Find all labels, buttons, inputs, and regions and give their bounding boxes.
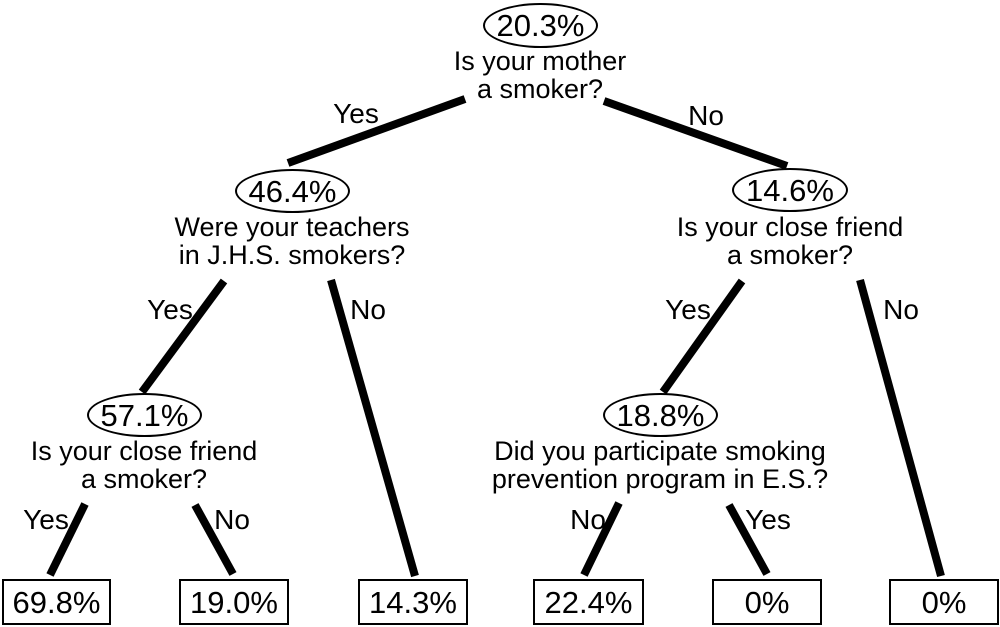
leaf-box-3: 14.3% xyxy=(358,579,468,625)
edge-friend-right-yes xyxy=(659,278,746,395)
node-friend-left-value: 57.1% xyxy=(87,393,202,437)
node-root-value: 20.3% xyxy=(483,3,598,48)
question-line: Is your close friend xyxy=(676,212,904,242)
question-line: Is your mother xyxy=(453,46,627,76)
edge-friend-right-no xyxy=(856,278,945,578)
edge-label-teachers-no: No xyxy=(350,294,386,325)
edge-prevention-no xyxy=(580,501,623,577)
edge-label-prevention-yes: Yes xyxy=(745,504,791,535)
leaf-box-1: 69.8% xyxy=(2,579,111,625)
node-friend-left-question: Is your close friend a smoker? xyxy=(31,437,258,493)
edge-label-friend-left-no: No xyxy=(214,504,250,535)
node-root-question: Is your mother a smoker? xyxy=(454,47,627,103)
edge-label-teachers-yes: Yes xyxy=(147,294,193,325)
edge-label-root-yes: Yes xyxy=(333,98,379,129)
edge-teachers-yes xyxy=(138,278,228,395)
question-line: Is your close friend xyxy=(30,436,258,466)
edge-friend-left-no xyxy=(191,503,237,576)
node-teachers-value: 46.4% xyxy=(235,169,350,213)
edge-prevention-yes xyxy=(725,503,771,576)
question-line: Did you participate smoking xyxy=(494,436,826,466)
question-line: Were your teachers xyxy=(174,212,410,242)
question-line: a smoker? xyxy=(80,464,208,494)
edge-label-friend-left-yes: Yes xyxy=(23,504,69,535)
leaf-box-5: 0% xyxy=(712,579,822,625)
node-friend-right-question: Is your close friend a smoker? xyxy=(677,213,904,269)
leaf-box-6: 0% xyxy=(889,579,999,625)
node-friend-right-value: 14.6% xyxy=(732,168,848,212)
node-prevention-question: Did you participate smoking prevention p… xyxy=(492,437,828,493)
question-line: in J.H.S. smokers? xyxy=(178,240,406,270)
edge-label-prevention-no: No xyxy=(570,504,606,535)
edge-root-yes xyxy=(286,95,467,167)
edge-root-no xyxy=(602,97,789,170)
edge-teachers-no xyxy=(327,278,419,578)
node-prevention-value: 18.8% xyxy=(603,393,718,437)
edge-label-root-no: No xyxy=(688,100,724,131)
question-line: a smoker? xyxy=(476,74,604,104)
leaf-box-2: 19.0% xyxy=(179,579,289,625)
question-line: a smoker? xyxy=(726,240,854,270)
edge-label-friend-right-yes: Yes xyxy=(665,294,711,325)
question-line: prevention program in E.S.? xyxy=(491,464,829,494)
leaf-box-4: 22.4% xyxy=(533,579,644,625)
node-teachers-question: Were your teachers in J.H.S. smokers? xyxy=(174,213,409,269)
edge-label-friend-right-no: No xyxy=(883,294,919,325)
edge-friend-left-yes xyxy=(46,502,89,577)
